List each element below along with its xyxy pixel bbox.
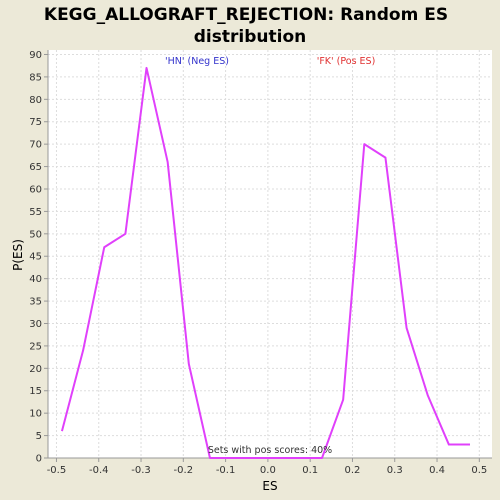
y-tick-label: 45 (29, 252, 42, 263)
y-tick-label: 15 (29, 386, 42, 397)
pos-es-label: 'FK' (Pos ES) (317, 56, 376, 67)
y-tick-label: 10 (29, 409, 42, 420)
x-tick-label: -0.1 (216, 465, 236, 476)
tick-labels: -0.5 -0.4 -0.3 -0.2 -0.1 0.0 0.1 0.2 0.3 0.4 0.5 0 5… (29, 50, 487, 476)
x-tick-label: 0.4 (429, 465, 445, 476)
y-tick-label: 65 (29, 162, 42, 173)
x-tick-label: -0.2 (174, 465, 194, 476)
x-tick-label: -0.4 (89, 465, 109, 476)
chart-title-line-1: KEGG_ALLOGRAFT_REJECTION: Random ES (44, 5, 448, 25)
chart-title-line-2: distribution (194, 27, 306, 47)
x-axis-label: ES (262, 479, 277, 493)
y-axis-label: P(ES) (11, 239, 25, 271)
x-tick-label: 0.2 (345, 465, 361, 476)
x-tick-label: 0.5 (471, 465, 487, 476)
series-layer (60, 66, 471, 459)
plot-area (48, 50, 492, 458)
x-tick-label: 0.1 (302, 465, 318, 476)
y-tick-label: 55 (29, 207, 42, 218)
y-tick-label: 40 (29, 274, 42, 285)
y-tick-label: 20 (29, 364, 42, 375)
y-tick-label: 75 (29, 117, 42, 128)
y-tick-label: 80 (29, 95, 42, 106)
y-tick-label: 35 (29, 297, 42, 308)
pos-scores-annotation: Sets with pos scores: 40% (208, 445, 332, 456)
series-line (60, 66, 471, 459)
y-tick-label: 60 (29, 184, 42, 195)
x-tick-label: 0.0 (260, 465, 276, 476)
x-tick-label: 0.3 (387, 465, 403, 476)
x-tick-label: -0.5 (47, 465, 67, 476)
y-tick-label: 50 (29, 229, 42, 240)
y-tick-label: 70 (29, 140, 42, 151)
x-tick-label: -0.3 (131, 465, 151, 476)
y-tick-label: 0 (36, 454, 42, 465)
y-tick-label: 30 (29, 319, 42, 330)
y-tick-label: 5 (36, 431, 42, 442)
y-tick-label: 85 (29, 72, 42, 83)
y-tick-label: 90 (29, 50, 42, 61)
y-tick-label: 25 (29, 341, 42, 352)
neg-es-label: 'HN' (Neg ES) (165, 56, 229, 67)
